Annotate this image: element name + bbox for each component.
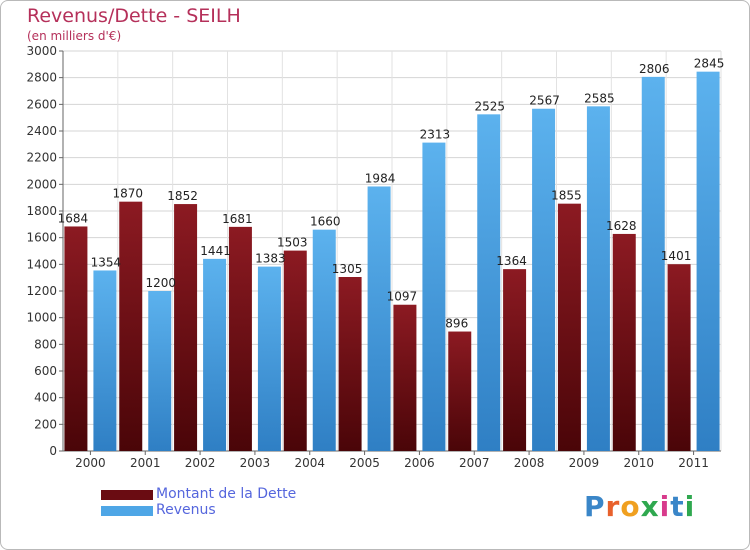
y-tick-label: 0 (49, 444, 57, 458)
y-tick-label: 600 (34, 364, 57, 378)
bar-revenus (696, 71, 720, 452)
data-label-revenus: 1441 (200, 244, 231, 258)
chart-subtitle: (en milliers d'€) (27, 29, 122, 43)
x-tick-label: 2003 (240, 456, 271, 470)
x-tick-label: 2011 (678, 456, 709, 470)
bar-revenus (203, 258, 227, 451)
y-tick-label: 2400 (26, 124, 57, 138)
bar-dette (667, 264, 691, 451)
y-tick-label: 1800 (26, 204, 57, 218)
logo-letter: i (684, 490, 696, 523)
y-tick-label: 2600 (26, 97, 57, 111)
data-label-revenus: 1200 (145, 276, 176, 290)
data-label-revenus: 2313 (420, 128, 451, 142)
data-label-revenus: 2845 (694, 57, 725, 71)
chart-title: Revenus/Dette - SEILH (27, 5, 241, 27)
bar-dette (448, 331, 472, 451)
bar-dette (338, 277, 362, 451)
data-label-revenus: 2525 (474, 99, 505, 113)
logo-letter: P (584, 490, 606, 523)
y-tick-label: 1600 (26, 231, 57, 245)
x-tick-label: 2010 (623, 456, 654, 470)
bar-dette (64, 226, 88, 451)
logo-letter: x (640, 490, 660, 523)
data-label-revenus: 1383 (255, 252, 286, 266)
data-label-revenus: 1984 (365, 171, 396, 185)
logo-letter: o (620, 490, 641, 523)
legend-swatch-revenus (101, 506, 153, 516)
bars (64, 71, 720, 452)
legend-label-dette: Montant de la Dette (156, 486, 297, 502)
data-label-revenus: 2585 (584, 91, 615, 105)
y-tick-label: 1200 (26, 284, 57, 298)
data-label-dette: 1097 (387, 290, 418, 304)
x-tick-label: 2000 (75, 456, 106, 470)
y-tick-label: 2200 (26, 151, 57, 165)
bar-dette (119, 201, 143, 451)
legend-label-revenus: Revenus (156, 502, 216, 518)
logo-letter: i (659, 490, 671, 523)
bar-dette (503, 269, 527, 451)
y-tick-label: 1000 (26, 311, 57, 325)
bar-revenus (422, 142, 446, 451)
data-label-dette: 1681 (222, 212, 253, 226)
bar-revenus (257, 266, 281, 451)
bar-revenus (532, 108, 556, 451)
bar-revenus (477, 114, 501, 451)
bar-revenus (148, 291, 172, 451)
data-label-revenus: 1660 (310, 215, 341, 229)
x-tick-label: 2007 (459, 456, 490, 470)
y-tick-label: 800 (34, 337, 57, 351)
data-label-dette: 1684 (58, 211, 89, 225)
logo-letter: t (670, 490, 685, 523)
bar-dette (228, 226, 252, 451)
y-tick-label: 2800 (26, 71, 57, 85)
data-label-dette: 1401 (661, 249, 692, 263)
data-label-dette: 1852 (167, 189, 198, 203)
y-tick-label: 400 (34, 391, 57, 405)
data-label-dette: 1364 (496, 254, 527, 268)
bar-revenus (641, 76, 665, 451)
bar-dette (557, 203, 581, 451)
bar-revenus (367, 186, 391, 451)
axes: 0 200 400 600 800 1000 1200 1400 1600 1800 2000 220… (26, 44, 721, 470)
y-tick-label: 200 (34, 417, 57, 431)
logo-letter: r (605, 490, 621, 523)
bar-dette (393, 304, 417, 451)
bar-revenus (93, 270, 117, 451)
data-label-dette: 1855 (551, 189, 582, 203)
y-tick-label: 1400 (26, 257, 57, 271)
data-label-dette: 896 (445, 317, 468, 331)
bar-dette (612, 233, 636, 451)
x-tick-label: 2001 (130, 456, 161, 470)
legend-swatch-dette (101, 490, 153, 500)
bar-revenus (586, 106, 610, 451)
y-tick-label: 3000 (26, 44, 57, 58)
data-label-dette: 1870 (112, 187, 143, 201)
x-tick-label: 2009 (569, 456, 600, 470)
x-tick-label: 2006 (404, 456, 435, 470)
bar-revenus (312, 229, 336, 451)
y-tick-label: 2000 (26, 177, 57, 191)
x-tick-label: 2005 (349, 456, 380, 470)
data-label-dette: 1503 (277, 236, 308, 250)
x-tick-label: 2008 (514, 456, 545, 470)
data-label-revenus: 2567 (529, 94, 560, 108)
proxiti-logo: Proxiti (584, 490, 695, 523)
x-tick-label: 2002 (185, 456, 216, 470)
data-label-revenus: 1354 (91, 255, 122, 269)
data-label-revenus: 2806 (639, 62, 670, 76)
data-labels: 1684 1354 1870 1200 1852 1441 1681 1383 15031660… (58, 57, 725, 331)
bar-dette (283, 250, 307, 451)
x-tick-label: 2004 (294, 456, 325, 470)
data-label-dette: 1305 (332, 262, 363, 276)
bar-dette (174, 204, 198, 451)
data-label-dette: 1628 (606, 219, 637, 233)
